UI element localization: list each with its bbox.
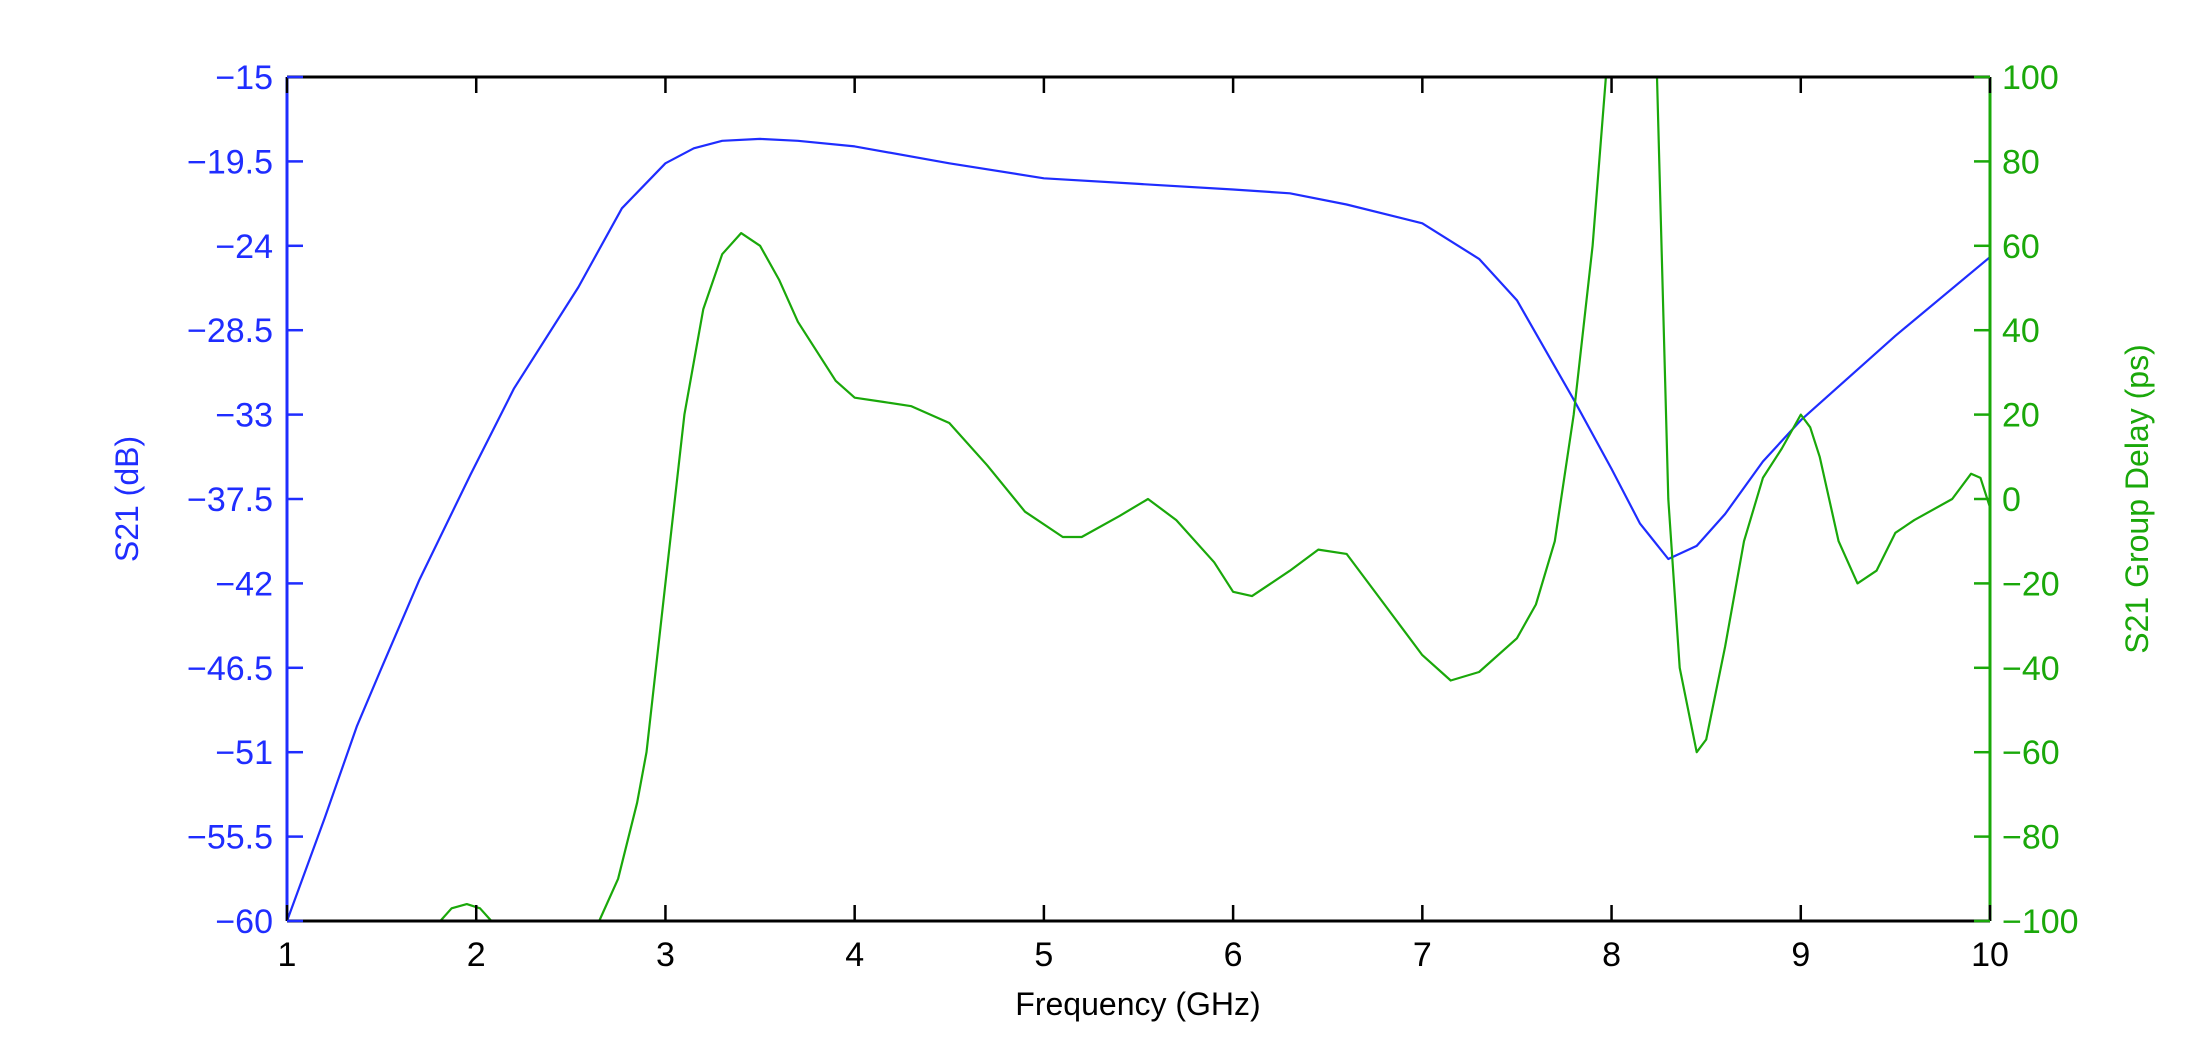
left-tick-label: −33 [215, 397, 273, 435]
axes: 1 2 3 4 5 6 7 8 9 10 −15 −19.5 −24 −28.5 −33 −37.5 −42 −4… [187, 59, 2079, 974]
left-tick-label: −51 [215, 734, 273, 772]
right-tick-label: 100 [2002, 59, 2059, 97]
x-tick-label: 10 [1971, 936, 2009, 974]
x-tick-label: 9 [1791, 936, 1810, 974]
right-tick-label: −40 [2002, 650, 2060, 688]
left-axis-label: S21 (dB) [109, 436, 145, 562]
right-tick-label: 40 [2002, 312, 2040, 350]
left-tick-label: −15 [215, 59, 273, 97]
x-tick-label: 6 [1224, 936, 1243, 974]
x-tick-label: 3 [656, 936, 675, 974]
x-tick-label: 8 [1602, 936, 1621, 974]
x-tick-label: 2 [467, 936, 486, 974]
x-axis-label: Frequency (GHz) [1015, 986, 1260, 1022]
plot-area [287, 77, 1990, 921]
left-tick-label: −28.5 [187, 312, 273, 350]
series-line-group-delay [439, 77, 1990, 921]
x-tick-label: 7 [1413, 936, 1432, 974]
right-tick-label: 80 [2002, 143, 2040, 181]
right-tick-label: −100 [2002, 903, 2079, 941]
right-tick-label: −20 [2002, 565, 2060, 603]
right-tick-label: 0 [2002, 481, 2021, 519]
left-tick-label: −19.5 [187, 143, 273, 181]
series-line-s21-db [287, 137, 1990, 921]
right-tick-label: 60 [2002, 228, 2040, 266]
x-tick-label: 4 [845, 936, 864, 974]
left-tick-label: −55.5 [187, 819, 273, 857]
right-tick-label: −60 [2002, 734, 2060, 772]
left-tick-label: −60 [215, 903, 273, 941]
left-tick-label: −42 [215, 565, 273, 603]
right-tick-label: 20 [2002, 397, 2040, 435]
left-tick-label: −37.5 [187, 481, 273, 519]
right-tick-label: −80 [2002, 819, 2060, 857]
left-tick-label: −24 [215, 228, 273, 266]
x-tick-label: 1 [278, 936, 297, 974]
left-tick-label: −46.5 [187, 650, 273, 688]
right-axis-label: S21 Group Delay (ps) [2119, 344, 2155, 653]
x-tick-label: 5 [1034, 936, 1053, 974]
